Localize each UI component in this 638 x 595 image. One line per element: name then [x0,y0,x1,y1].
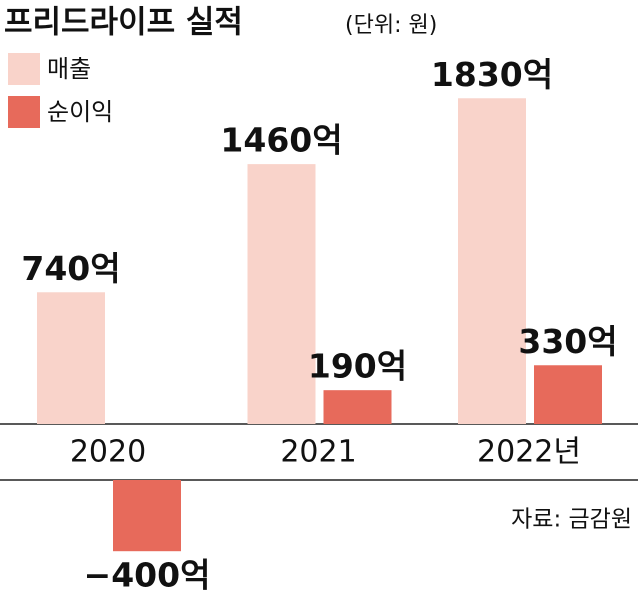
legend-swatch [8,53,40,85]
chart-title: 프리드라이프 실적 [4,5,243,41]
value-label: 1830억 [431,55,553,94]
bar [534,365,602,424]
value-label: 330억 [518,322,617,361]
x-tick-label: 2022년 [477,435,581,470]
source: 자료: 금감원 [511,507,632,533]
value-label: 740억 [21,249,120,288]
legend-label: 순이익 [47,98,113,126]
legend-swatch [8,96,40,128]
value-label: 1460억 [220,121,342,160]
x-tick-label: 2020 [70,435,146,470]
chart-subtitle: (단위: 원) [345,13,437,38]
value-label: −400억 [84,556,211,595]
bar [323,390,392,424]
bar [37,292,105,424]
value-label: 190억 [308,347,407,386]
x-tick-label: 2021 [280,435,356,470]
bar [247,164,316,424]
bar [458,98,526,424]
legend-label: 매출 [47,55,91,83]
bar [113,480,181,552]
